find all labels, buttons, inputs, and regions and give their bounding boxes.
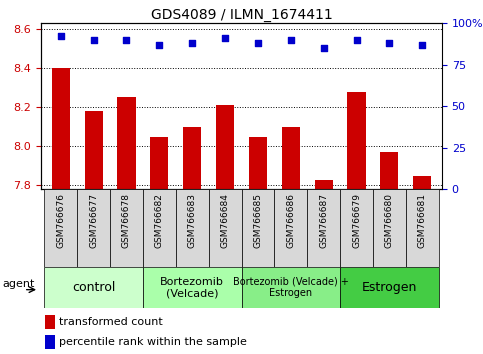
Bar	[216, 105, 234, 189]
Bar	[242, 267, 340, 308]
Text: GSM766682: GSM766682	[155, 193, 164, 248]
Text: GSM766684: GSM766684	[221, 193, 229, 248]
Bar	[340, 267, 439, 308]
Bar	[117, 97, 136, 189]
Text: GSM766680: GSM766680	[385, 193, 394, 248]
Bar	[274, 189, 307, 267]
Point	[320, 45, 327, 51]
Bar	[143, 189, 176, 267]
Text: GSM766683: GSM766683	[188, 193, 197, 248]
Point	[418, 42, 426, 47]
Text: control: control	[72, 281, 115, 294]
Bar	[249, 137, 267, 189]
Title: GDS4089 / ILMN_1674411: GDS4089 / ILMN_1674411	[151, 8, 332, 22]
Bar	[143, 267, 242, 308]
Text: GSM766679: GSM766679	[352, 193, 361, 248]
Point	[254, 40, 262, 46]
Point	[353, 37, 360, 42]
Text: GSM766677: GSM766677	[89, 193, 98, 248]
Bar	[45, 335, 55, 348]
Bar	[209, 189, 242, 267]
Bar	[413, 176, 431, 189]
Bar	[77, 189, 110, 267]
Point	[123, 37, 130, 42]
Bar	[110, 189, 143, 267]
Bar	[340, 189, 373, 267]
Bar	[45, 315, 55, 329]
Text: GSM766678: GSM766678	[122, 193, 131, 248]
Bar	[52, 68, 70, 189]
Bar	[406, 189, 439, 267]
Text: GSM766686: GSM766686	[286, 193, 295, 248]
Text: agent: agent	[2, 279, 34, 289]
Bar	[380, 152, 398, 189]
Text: GSM766676: GSM766676	[57, 193, 65, 248]
Text: transformed count: transformed count	[59, 317, 163, 327]
Text: percentile rank within the sample: percentile rank within the sample	[59, 337, 247, 347]
Bar	[314, 179, 333, 189]
Point	[385, 40, 393, 46]
Point	[188, 40, 196, 46]
Text: Bortezomib
(Velcade): Bortezomib (Velcade)	[160, 277, 224, 298]
Bar	[85, 111, 103, 189]
Bar	[183, 127, 201, 189]
Bar	[307, 189, 340, 267]
Bar	[44, 189, 77, 267]
Bar	[282, 127, 300, 189]
Bar	[44, 267, 143, 308]
Text: GSM766681: GSM766681	[418, 193, 426, 248]
Bar	[150, 137, 169, 189]
Text: Estrogen: Estrogen	[362, 281, 417, 294]
Point	[57, 34, 65, 39]
Text: GSM766687: GSM766687	[319, 193, 328, 248]
Bar	[347, 92, 366, 189]
Point	[156, 42, 163, 47]
Bar	[373, 189, 406, 267]
Text: Bortezomib (Velcade) +
Estrogen: Bortezomib (Velcade) + Estrogen	[233, 277, 349, 298]
Text: GSM766685: GSM766685	[254, 193, 262, 248]
Point	[90, 37, 98, 42]
Point	[287, 37, 295, 42]
Point	[221, 35, 229, 41]
Bar	[242, 189, 274, 267]
Bar	[176, 189, 209, 267]
